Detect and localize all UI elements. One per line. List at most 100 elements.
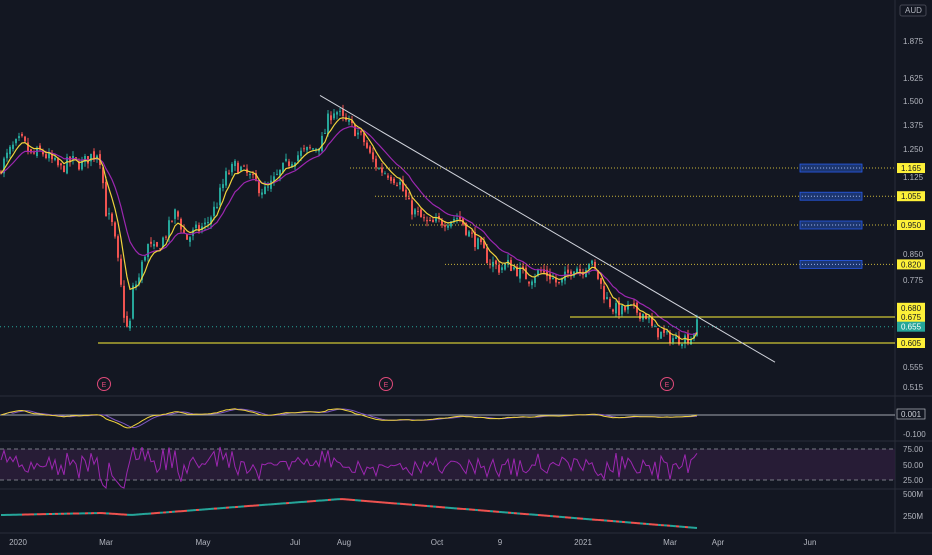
candle-body [336,112,338,114]
candle-body [519,267,521,278]
volume-tick-label: 500M [903,490,923,499]
candle-body [426,220,428,221]
earnings-marker-label: E [102,382,107,389]
candle-body [33,153,35,154]
candle-body [600,278,602,284]
candle-body [357,133,359,135]
candle-body [15,139,17,143]
candle-body [420,209,422,217]
time-axis-label: Jul [290,538,300,547]
target-zone [800,221,862,229]
candle-body [12,145,14,149]
candle-body [369,147,371,153]
candle-body [456,218,458,219]
candle-body [234,161,236,166]
candle-body [684,335,686,343]
candle-body [603,286,605,299]
candle-body [381,168,383,173]
candle-body [129,321,131,329]
candle-body [453,219,455,221]
candle-body [177,211,179,216]
price-tick-label: 1.625 [903,74,924,83]
candle-body [558,282,560,283]
candle-body [300,151,302,156]
oscillator-tick-label: -0.100 [903,430,926,439]
candle-body [444,225,446,227]
candle-body [204,223,206,225]
candle-body [654,326,656,327]
candle-body [624,307,626,311]
candle-body [477,238,479,249]
candle-body [264,187,266,194]
price-tick-label: 1.500 [903,97,924,106]
candle-body [495,261,497,265]
candle-body [24,137,26,142]
time-axis-label: Apr [712,538,725,547]
rsi-tick-label: 25.00 [903,476,924,485]
candle-body [579,269,581,272]
candle-body [681,344,683,346]
target-zone [800,192,862,200]
candle-body [372,152,374,159]
candle-body [354,124,356,136]
candle-body [333,113,335,118]
candle-body [612,309,614,311]
oscillator-price-tag-text: 0.001 [901,410,922,419]
candle-body [240,167,242,171]
volume-tick-label: 250M [903,512,923,521]
price-tag-text: 0.655 [901,323,922,332]
candle-body [468,231,470,236]
price-tag-text: 0.605 [901,339,922,348]
time-axis-label: 9 [498,538,503,547]
price-tick-label: 0.555 [903,363,924,372]
time-axis-label: Mar [663,538,677,547]
price-tag-text: 0.680 [901,304,922,313]
candle-body [120,259,122,285]
time-axis-label: Jun [804,538,817,547]
candle-body [9,147,11,154]
candle-body [285,159,287,161]
candle-body [288,161,290,166]
target-zone [800,164,862,172]
candle-body [663,329,665,332]
candle-body [390,177,392,181]
candle-body [339,111,341,112]
candle-body [606,297,608,299]
candle-body [375,159,377,168]
candle-body [276,174,278,175]
candle-body [366,143,368,148]
price-tag-text: 0.950 [901,221,922,230]
candle-body [213,207,215,216]
candle-body [393,179,395,183]
candle-body [687,334,689,343]
candle-body [243,166,245,167]
candle-body [105,182,107,216]
candle-body [387,176,389,178]
candle-body [378,168,380,169]
time-axis-label: Aug [337,538,351,547]
candle-body [330,115,332,120]
candle-body [321,136,323,151]
candle-body [342,109,344,116]
price-tick-label: 0.850 [903,250,924,259]
rsi-tick-label: 75.00 [903,445,924,454]
candle-body [189,237,191,242]
candle-body [18,136,20,138]
candle-body [360,131,362,132]
candle-body [57,159,59,166]
candle-body [408,198,410,199]
candle-body [153,244,155,246]
candle-body [660,332,662,339]
candle-body [126,316,128,327]
target-zone [800,260,862,268]
candle-body [171,221,173,222]
candle-body [231,164,233,172]
candle-body [156,242,158,247]
price-tag-text: 0.820 [901,260,922,269]
candle-body [423,217,425,218]
candle-body [672,338,674,342]
candle-body [111,214,113,222]
candle-body [225,171,227,185]
